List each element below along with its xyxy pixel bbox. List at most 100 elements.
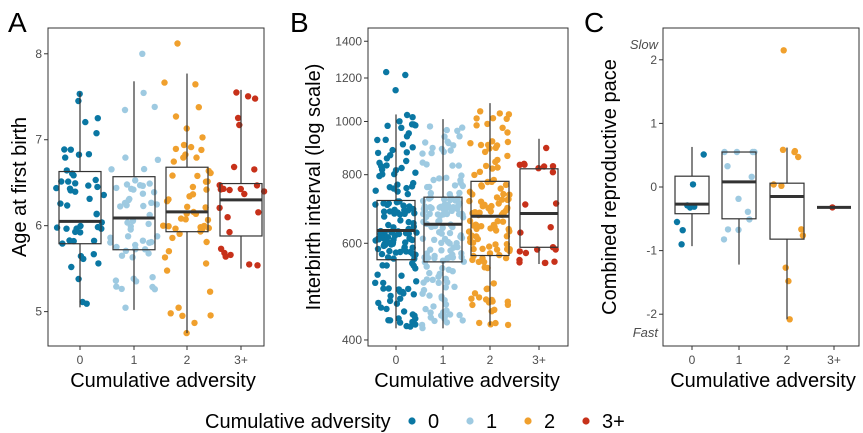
data-point bbox=[140, 165, 148, 173]
data-point bbox=[392, 249, 400, 256]
data-point bbox=[720, 236, 728, 243]
data-point bbox=[77, 229, 84, 236]
data-point bbox=[497, 185, 504, 192]
data-point bbox=[154, 156, 162, 163]
data-point bbox=[493, 246, 501, 253]
data-point bbox=[419, 324, 426, 332]
data-point bbox=[449, 268, 456, 275]
data-point bbox=[492, 158, 499, 166]
panel-a-x-ticks: 0 1 2 3+ bbox=[77, 346, 248, 367]
data-point bbox=[154, 233, 161, 240]
panel-b-x-ticks: 0 1 2 3+ bbox=[393, 346, 546, 367]
data-point bbox=[422, 139, 429, 146]
data-point bbox=[377, 304, 385, 311]
data-point bbox=[246, 261, 253, 268]
data-point bbox=[459, 124, 466, 131]
data-point bbox=[492, 144, 499, 151]
legend-label-3+: 3+ bbox=[602, 411, 625, 433]
legend-items: 0 1 2 3+ bbox=[408, 411, 625, 433]
data-point bbox=[505, 111, 513, 118]
data-point bbox=[61, 146, 68, 153]
panel-label-c: C bbox=[584, 7, 604, 38]
data-point bbox=[129, 254, 136, 261]
data-point bbox=[380, 200, 387, 207]
data-point bbox=[383, 155, 391, 162]
box-iqr bbox=[423, 196, 463, 263]
data-point bbox=[107, 234, 114, 241]
x-tick-label: 1 bbox=[440, 353, 447, 367]
data-point bbox=[83, 300, 90, 307]
data-point bbox=[379, 171, 386, 178]
x-tick-label: 1 bbox=[131, 353, 138, 367]
x-tick-label: 3+ bbox=[234, 353, 248, 367]
data-point bbox=[70, 172, 77, 179]
data-point bbox=[224, 214, 231, 221]
data-point bbox=[488, 202, 495, 210]
data-point bbox=[469, 191, 476, 198]
data-point bbox=[502, 254, 510, 262]
data-point bbox=[502, 181, 510, 188]
y-tick-label: 1400 bbox=[335, 34, 362, 48]
data-point bbox=[113, 243, 120, 251]
data-point bbox=[430, 176, 437, 184]
data-point bbox=[58, 178, 65, 185]
data-point bbox=[121, 106, 129, 114]
data-point bbox=[198, 146, 205, 154]
data-point bbox=[234, 114, 242, 122]
data-point bbox=[90, 251, 98, 258]
data-point bbox=[118, 285, 125, 293]
data-point bbox=[401, 245, 408, 252]
data-point bbox=[385, 200, 392, 207]
data-point bbox=[372, 279, 379, 286]
data-point bbox=[428, 149, 435, 157]
data-point bbox=[226, 186, 233, 194]
data-point bbox=[121, 199, 129, 207]
data-point bbox=[436, 175, 443, 182]
legend-swatch-1 bbox=[466, 417, 474, 425]
data-point bbox=[744, 208, 752, 215]
data-point bbox=[504, 301, 512, 308]
data-point bbox=[673, 218, 681, 226]
data-point bbox=[380, 279, 387, 287]
data-point bbox=[484, 120, 491, 128]
data-point bbox=[494, 164, 501, 171]
data-point bbox=[192, 81, 199, 88]
data-point bbox=[393, 300, 401, 307]
data-point bbox=[435, 273, 442, 280]
data-point bbox=[482, 296, 490, 303]
data-point bbox=[436, 229, 443, 236]
data-point bbox=[149, 283, 156, 291]
data-point bbox=[419, 235, 427, 242]
data-point bbox=[396, 319, 404, 326]
data-point bbox=[380, 285, 387, 292]
data-point bbox=[396, 211, 404, 218]
box-0 bbox=[58, 92, 102, 308]
data-point bbox=[785, 277, 792, 285]
data-point bbox=[482, 162, 490, 170]
data-point bbox=[454, 202, 462, 210]
y-tick-label: 6 bbox=[35, 219, 42, 233]
data-point bbox=[481, 148, 489, 156]
data-point bbox=[148, 199, 155, 206]
legend-swatch-2 bbox=[524, 417, 532, 425]
data-point bbox=[469, 256, 476, 264]
data-point bbox=[494, 218, 501, 225]
data-point bbox=[189, 183, 197, 191]
data-point bbox=[426, 292, 433, 299]
data-point bbox=[385, 221, 392, 229]
data-point bbox=[412, 321, 419, 328]
data-point bbox=[140, 202, 147, 210]
y-tick-label: 5 bbox=[35, 305, 42, 319]
data-point bbox=[233, 89, 240, 96]
box-iqr bbox=[721, 151, 757, 220]
data-point bbox=[403, 157, 410, 165]
data-point bbox=[439, 224, 446, 231]
data-point bbox=[403, 133, 411, 140]
box-iqr bbox=[112, 176, 156, 251]
data-point bbox=[86, 195, 93, 202]
data-point bbox=[799, 232, 807, 239]
data-point bbox=[449, 162, 456, 169]
data-point bbox=[237, 185, 244, 193]
data-point bbox=[202, 204, 209, 211]
data-point bbox=[439, 264, 446, 272]
